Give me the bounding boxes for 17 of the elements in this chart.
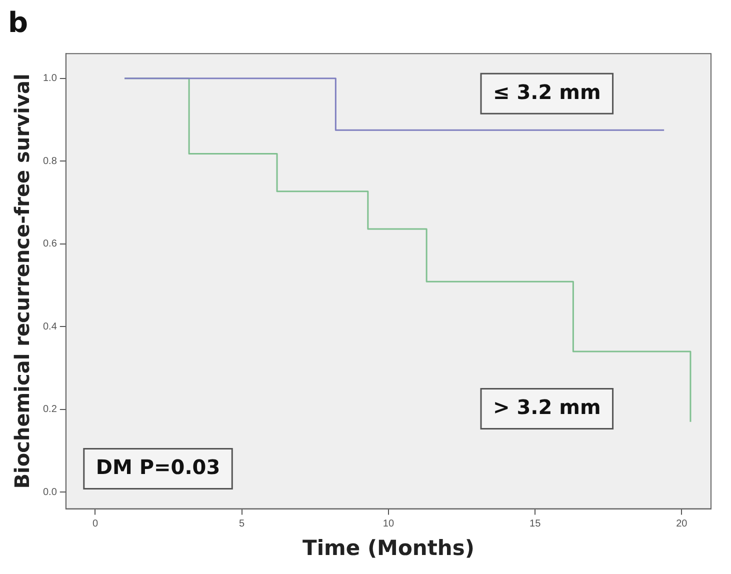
y-tick-label: 0.8 [42,156,58,167]
y-tick-label: 0.6 [42,238,58,250]
series-label: ≤ 3.2 mm [493,80,601,104]
x-tick-label: 5 [239,518,246,530]
y-tick-label: 0.0 [42,486,58,498]
y-tick-label: 0.4 [42,321,58,332]
text: > 3.2 mm [493,395,601,420]
x-tick-label: 15 [530,518,542,530]
x-tick-label: 0 [92,518,98,530]
chart-title: b [8,6,28,40]
x-tick-label: 20 [676,518,688,530]
annotation: DM P=0.03 [96,455,220,480]
y-tick-label: 1.0 [42,73,58,84]
y-axis-title: Biochemical recurrence-free survival [10,74,34,489]
x-axis-title: Time (Months) [302,536,474,560]
y-tick-label: 0.2 [42,404,58,416]
x-tick-label: 10 [382,518,394,530]
